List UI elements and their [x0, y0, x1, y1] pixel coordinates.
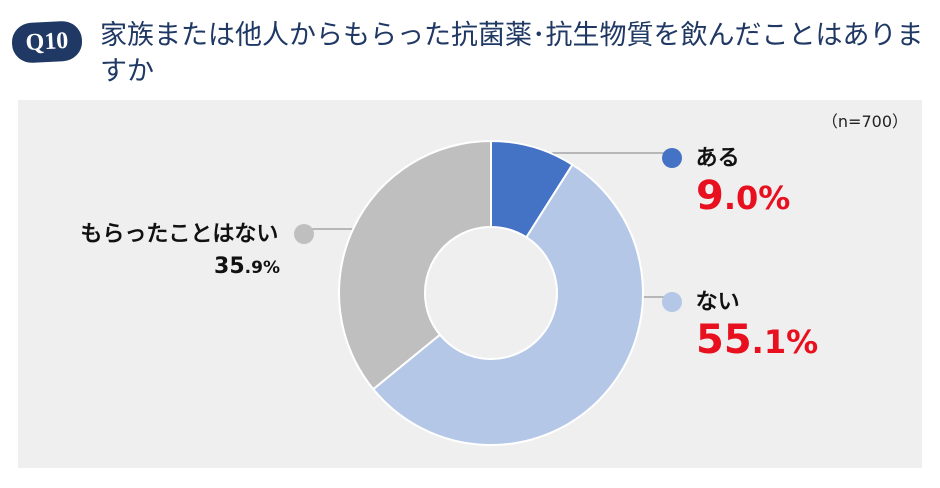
sample-size-label: （n=700）	[821, 112, 908, 131]
slice-value-aru: 9.0%	[696, 173, 791, 219]
question-number-badge: Q10	[11, 20, 83, 64]
legend-dot-aru	[662, 148, 682, 168]
slice-label-moratta-koto-wa-nai: もらったことはない 35.9%	[66, 216, 314, 279]
donut-slice-2	[338, 139, 492, 391]
slice-name-aru: ある	[695, 146, 740, 171]
question-title: 家族または他人からもらった抗菌薬･抗生物質を飲んだことはありますか	[100, 20, 924, 87]
slice-value-moratta-koto-wa-nai: 35.9%	[214, 254, 280, 279]
slice-name-nai: ない	[695, 290, 740, 315]
donut-slice-1	[371, 163, 644, 446]
legend-dot-nai	[662, 292, 682, 312]
slice-value-nai: 55.1%	[696, 317, 819, 363]
slice-label-aru: ある 9.0%	[662, 140, 790, 220]
slice-name-moratta-koto-wa-nai: もらったことはない	[80, 222, 279, 247]
donut-chart	[307, 139, 672, 446]
chart-panel: （n=700） ある 9.0% ない 55.1% もらったことはない 35.9%	[18, 100, 922, 468]
slice-label-nai: ない 55.1%	[662, 284, 818, 364]
legend-dot-moratta-koto-wa-nai	[294, 224, 314, 244]
leader-line-2	[307, 228, 360, 231]
